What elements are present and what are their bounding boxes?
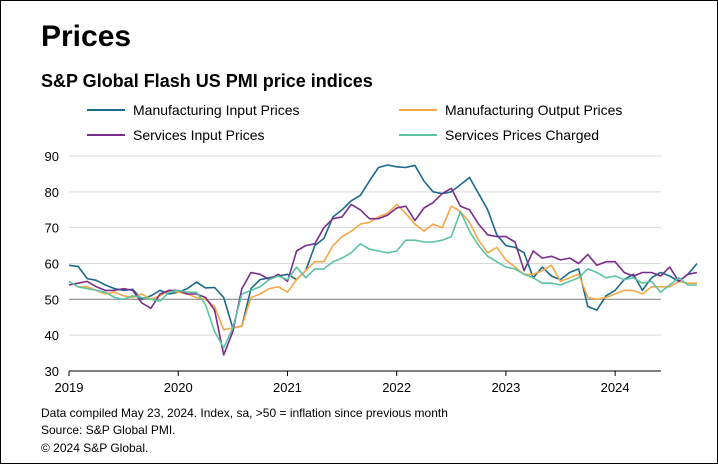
series-line-0	[68, 164, 698, 329]
y-tick-label: 50	[45, 292, 59, 307]
series-line-2	[68, 187, 698, 356]
legend-item-services-input: Services Input Prices	[87, 127, 265, 143]
footnote-source: Source: S&P Global PMI.	[41, 423, 176, 437]
footnote-data-compiled: Data compiled May 23, 2024. Index, sa, >…	[41, 406, 448, 420]
legend-item-services-charged: Services Prices Charged	[399, 127, 599, 143]
legend-label: Manufacturing Output Prices	[445, 102, 623, 118]
legend-item-manufacturing-output: Manufacturing Output Prices	[399, 102, 622, 118]
legend-item-manufacturing-input: Manufacturing Input Prices	[87, 102, 300, 118]
series-layer	[68, 164, 698, 356]
x-tick-label: 2019	[55, 380, 84, 395]
y-tick-label: 30	[45, 364, 59, 379]
x-tick-label: 2023	[491, 380, 520, 395]
chart-title: S&P Global Flash US PMI price indices	[41, 71, 373, 91]
legend-label: Services Input Prices	[133, 127, 265, 143]
x-tick-label: 2021	[273, 380, 302, 395]
x-tick-label: 2020	[164, 380, 193, 395]
y-tick-label: 80	[45, 185, 59, 200]
y-tick-label: 70	[45, 221, 59, 236]
y-tick-label: 40	[45, 328, 59, 343]
series-line-3	[68, 210, 697, 349]
legend-label: Services Prices Charged	[445, 127, 600, 143]
y-tick-label: 60	[45, 257, 59, 272]
legend-swatch	[399, 134, 437, 136]
page-title: Prices	[41, 20, 132, 53]
footnote-copyright: © 2024 S&P Global.	[41, 441, 149, 455]
x-tick-label: 2024	[601, 380, 630, 395]
legend-swatch	[87, 134, 125, 136]
x-tick-label: 2022	[382, 380, 411, 395]
y-tick-label: 90	[45, 149, 59, 164]
series-line-1	[68, 203, 697, 331]
legend-label: Manufacturing Input Prices	[133, 102, 300, 118]
legend-swatch	[87, 109, 125, 111]
legend-swatch	[399, 109, 437, 111]
axis-layer: 30 40 50 60 70 80 90 2019 2020 2021 2022 2023 2024	[45, 149, 661, 395]
